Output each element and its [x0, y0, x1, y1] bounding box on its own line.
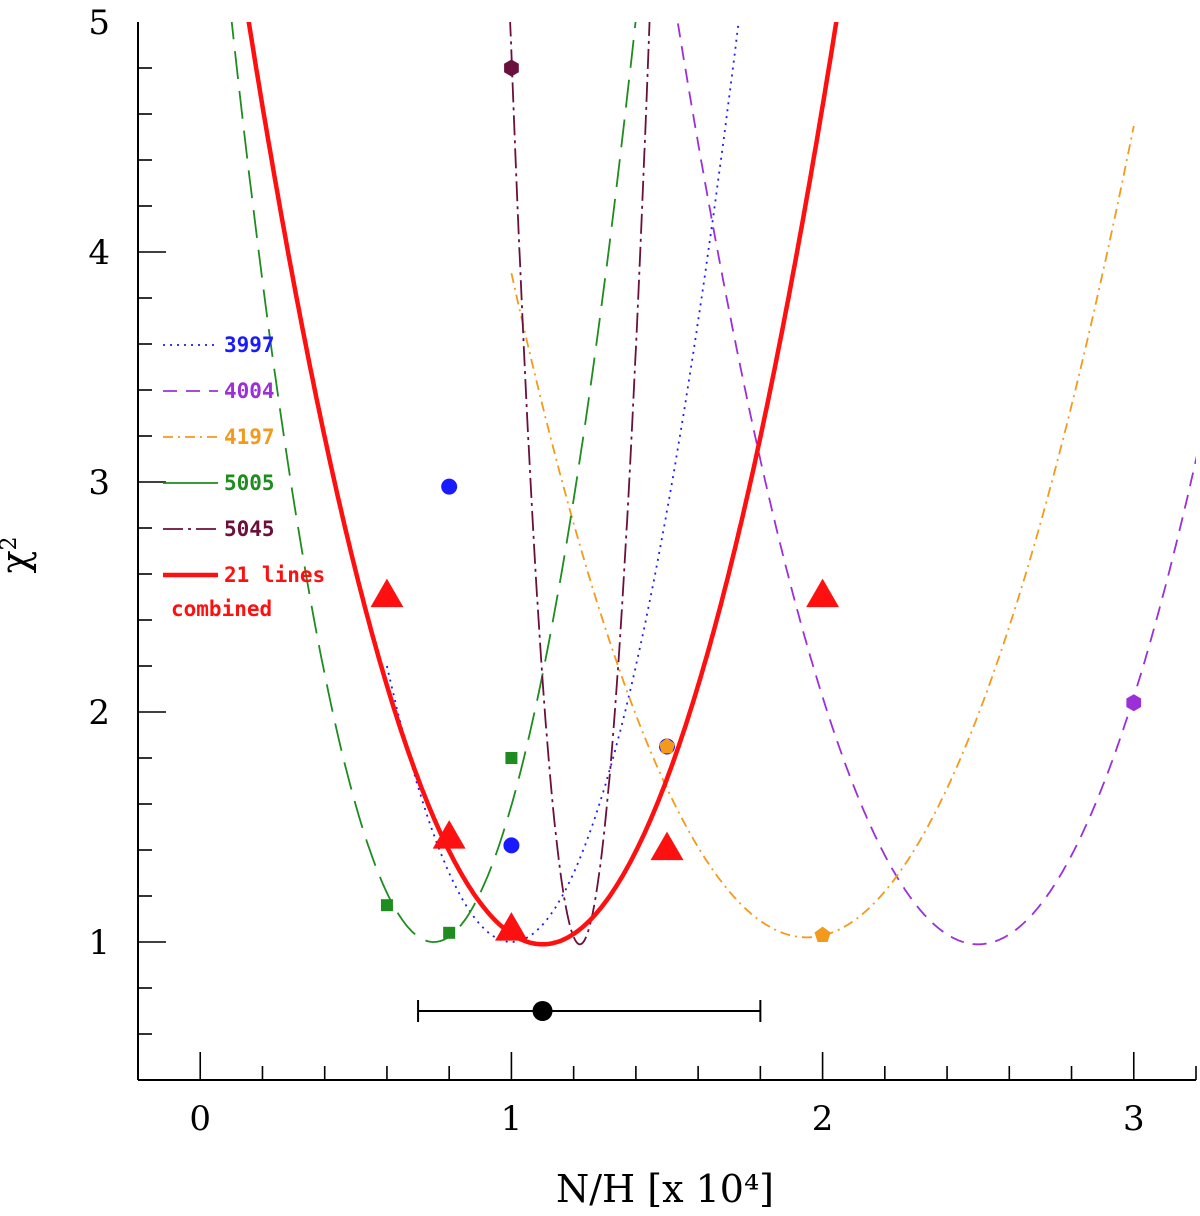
marker-21-lines-combined [370, 578, 404, 608]
best-fit-point [532, 1001, 553, 1021]
marker-3997 [441, 478, 458, 495]
legend-label: 3997 [224, 333, 275, 357]
y-tick-label: 5 [88, 3, 110, 43]
x-tick-label: 3 [1123, 1099, 1145, 1139]
y-tick-label: 1 [88, 923, 110, 963]
series-curve-5045 [509, 22, 651, 946]
y-tick-label: 2 [88, 693, 110, 733]
legend-label: 5045 [224, 517, 275, 541]
series-curve-3997 [386, 22, 740, 943]
marker-4004 [1126, 694, 1142, 712]
series-curve-4004 [676, 22, 1196, 946]
marker-4197 [658, 738, 676, 754]
legend-label: 4197 [224, 425, 275, 449]
series-curve-21-lines-combined [246, 22, 839, 947]
marker-5005 [505, 752, 518, 764]
marker-21-lines-combined [806, 578, 839, 608]
x-axis-label: N/H [x 10⁴] [556, 1167, 774, 1211]
y-tick-label: 3 [88, 463, 110, 503]
series-curve-5005 [230, 22, 637, 943]
y-axis-label: χ2 [0, 536, 37, 573]
marker-5045 [504, 59, 519, 77]
legend-label: 5005 [224, 471, 275, 495]
marker-3997 [503, 837, 520, 854]
marker-4197 [814, 926, 831, 942]
x-tick-label: 0 [189, 1099, 211, 1139]
marker-21-lines-combined [495, 912, 528, 941]
marker-5005 [443, 926, 456, 939]
series-curve-4197 [510, 125, 1135, 939]
marker-21-lines-combined [432, 820, 466, 849]
legend-label: 21 lines combined [171, 563, 325, 621]
marker-21-lines-combined [650, 831, 684, 861]
legend-label: 4004 [224, 379, 275, 403]
marker-5005 [380, 899, 393, 912]
x-tick-label: 1 [501, 1099, 523, 1139]
y-tick-label: 4 [88, 233, 110, 273]
x-tick-label: 2 [812, 1099, 834, 1139]
y-axis-label-sup: 2 [0, 536, 22, 550]
y-axis-label-base: χ [0, 550, 37, 573]
